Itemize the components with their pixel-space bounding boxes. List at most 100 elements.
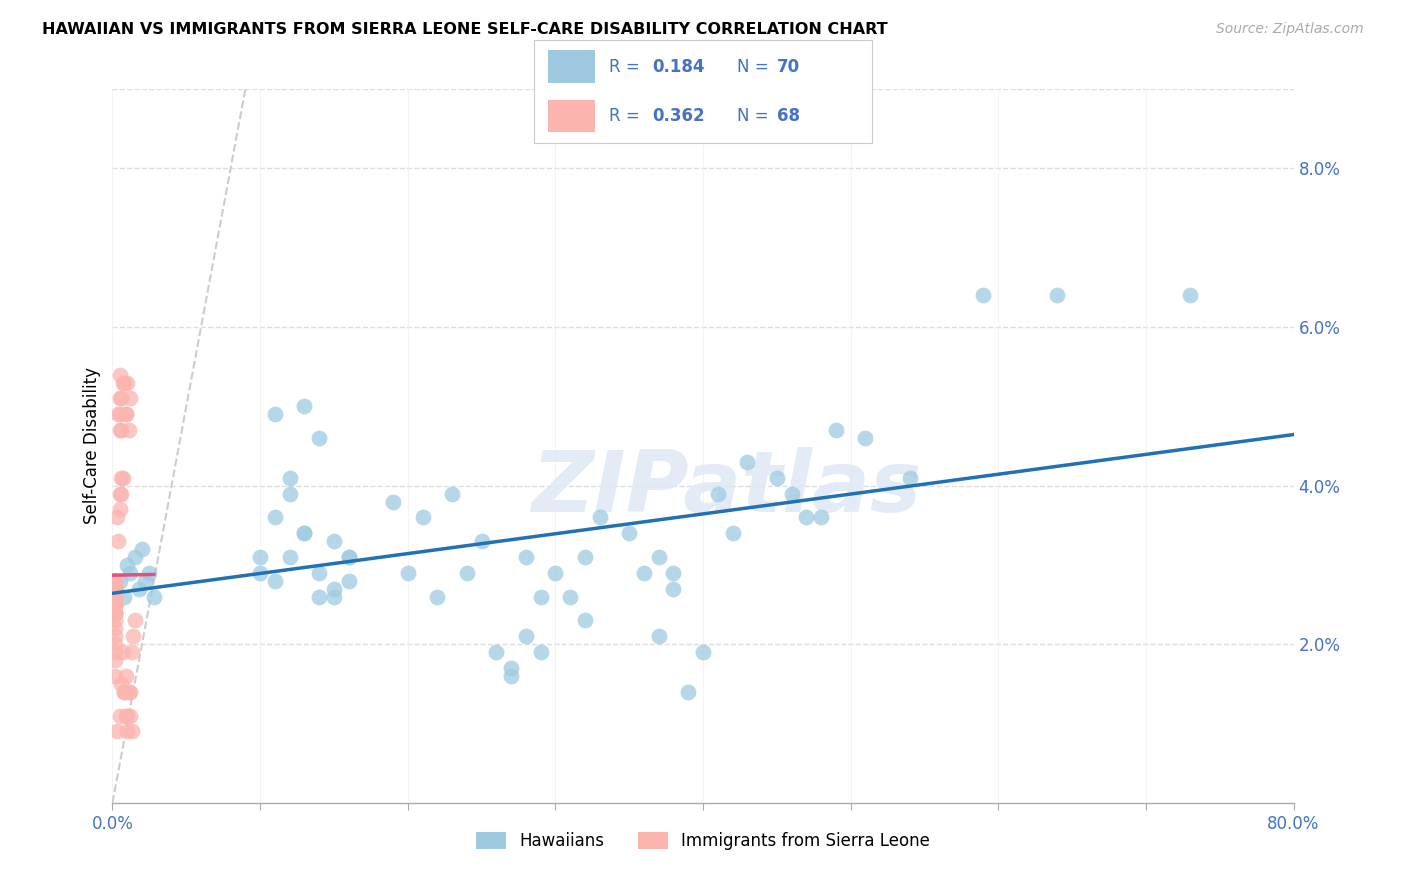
- Point: [104, 574, 127, 588]
- Bar: [548, 100, 595, 132]
- Point: [1046, 288, 1069, 302]
- Point: [249, 549, 271, 564]
- Point: [104, 598, 127, 612]
- Point: [110, 486, 132, 500]
- Point: [104, 590, 127, 604]
- Point: [120, 708, 142, 723]
- Text: N =: N =: [737, 107, 773, 125]
- Point: [323, 590, 346, 604]
- Point: [264, 510, 287, 524]
- Legend: Hawaiians, Immigrants from Sierra Leone: Hawaiians, Immigrants from Sierra Leone: [468, 824, 938, 859]
- Point: [117, 724, 138, 739]
- Point: [396, 566, 419, 580]
- Point: [104, 606, 127, 620]
- Point: [108, 574, 131, 588]
- Point: [441, 486, 464, 500]
- Point: [104, 606, 127, 620]
- Point: [108, 502, 131, 516]
- Point: [117, 376, 138, 390]
- Point: [973, 288, 995, 302]
- Point: [131, 542, 153, 557]
- Point: [104, 606, 127, 620]
- Point: [112, 376, 135, 390]
- Point: [104, 582, 127, 596]
- Point: [112, 685, 135, 699]
- Point: [104, 574, 127, 588]
- Point: [824, 423, 846, 437]
- Point: [134, 574, 156, 588]
- Point: [111, 376, 134, 390]
- Point: [308, 566, 330, 580]
- Point: [780, 486, 803, 500]
- Point: [122, 629, 145, 643]
- Text: 0.184: 0.184: [652, 58, 704, 76]
- Text: HAWAIIAN VS IMMIGRANTS FROM SIERRA LEONE SELF-CARE DISABILITY CORRELATION CHART: HAWAIIAN VS IMMIGRANTS FROM SIERRA LEONE…: [42, 22, 887, 37]
- Point: [292, 526, 315, 541]
- Point: [104, 582, 127, 596]
- Point: [485, 645, 508, 659]
- Point: [104, 574, 127, 588]
- Point: [678, 685, 700, 699]
- Point: [104, 669, 127, 683]
- Point: [114, 407, 136, 421]
- Point: [574, 614, 596, 628]
- Point: [544, 566, 567, 580]
- Point: [114, 708, 136, 723]
- Text: N =: N =: [737, 58, 773, 76]
- Point: [501, 669, 523, 683]
- Point: [662, 566, 685, 580]
- Point: [104, 614, 127, 628]
- Point: [470, 534, 494, 549]
- Point: [128, 582, 150, 596]
- Point: [692, 645, 714, 659]
- Point: [117, 558, 138, 572]
- Point: [104, 637, 127, 651]
- Point: [112, 685, 135, 699]
- Point: [112, 590, 135, 604]
- Point: [104, 621, 127, 635]
- Point: [278, 471, 301, 485]
- Point: [619, 526, 641, 541]
- Point: [104, 582, 127, 596]
- Point: [264, 407, 287, 421]
- Point: [796, 510, 818, 524]
- Point: [104, 574, 127, 588]
- Point: [898, 471, 921, 485]
- Point: [124, 549, 146, 564]
- Point: [104, 598, 127, 612]
- Point: [588, 510, 610, 524]
- Point: [278, 549, 301, 564]
- Point: [120, 566, 142, 580]
- Point: [706, 486, 728, 500]
- Point: [110, 392, 132, 406]
- Text: 0.362: 0.362: [652, 107, 704, 125]
- Point: [108, 423, 131, 437]
- Point: [337, 549, 360, 564]
- Point: [108, 392, 131, 406]
- Point: [114, 669, 136, 683]
- Point: [647, 629, 671, 643]
- Point: [308, 431, 330, 445]
- Point: [108, 368, 131, 382]
- Point: [110, 471, 132, 485]
- Point: [138, 566, 160, 580]
- Point: [108, 407, 131, 421]
- Point: [721, 526, 744, 541]
- Point: [105, 510, 128, 524]
- Point: [278, 486, 301, 500]
- Point: [855, 431, 877, 445]
- Point: [810, 510, 832, 524]
- Point: [104, 582, 127, 596]
- Point: [337, 574, 360, 588]
- Point: [104, 645, 127, 659]
- Point: [108, 486, 131, 500]
- Point: [737, 455, 759, 469]
- Point: [107, 534, 129, 549]
- Point: [120, 392, 142, 406]
- Point: [515, 629, 537, 643]
- Point: [121, 724, 143, 739]
- Point: [647, 549, 671, 564]
- Point: [104, 590, 127, 604]
- Point: [118, 685, 141, 699]
- Text: R =: R =: [609, 58, 644, 76]
